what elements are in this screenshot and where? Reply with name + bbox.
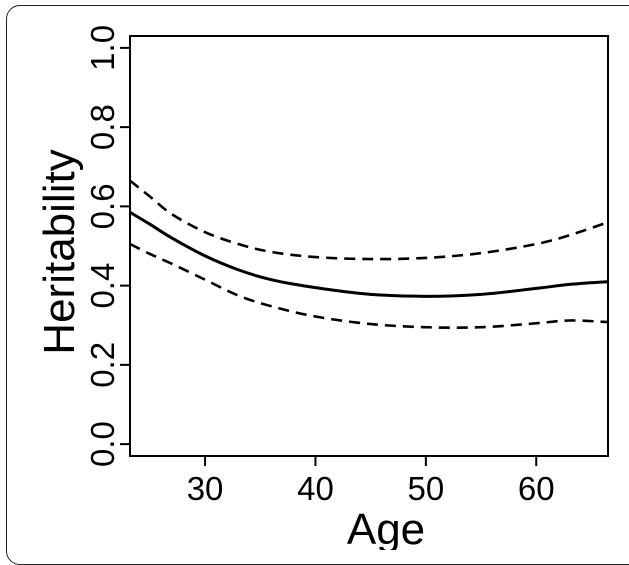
estimate-line-0 (129, 211, 609, 298)
heritability-chart: 30 40 50 60 0.0 0.2 0.4 0.6 0.8 1.0 Age Heritabi… (35, 25, 609, 550)
y-tick-label: 0.4 (84, 263, 121, 309)
x-axis-ticks: 30 40 50 60 (187, 456, 555, 507)
y-tick-label: 0.8 (84, 104, 121, 150)
y-axis-ticks: 0.0 0.2 0.4 0.6 0.8 1.0 (84, 25, 130, 467)
y-tick-label: 0.2 (84, 342, 121, 388)
confidence-band-line-1 (129, 179, 609, 261)
x-tick-label: 60 (518, 470, 555, 507)
x-tick-label: 30 (187, 470, 224, 507)
y-tick-label: 0.6 (84, 183, 121, 229)
y-tick-label: 0.0 (84, 421, 121, 467)
x-tick-label: 40 (297, 470, 334, 507)
y-axis-title: Heritability (35, 149, 84, 354)
y-tick-label: 1.0 (84, 25, 121, 71)
series-lines (129, 179, 609, 329)
confidence-band-line-2 (129, 242, 609, 329)
plot-area (129, 35, 609, 457)
x-axis-title: Age (347, 505, 425, 550)
x-tick-label: 50 (407, 470, 444, 507)
